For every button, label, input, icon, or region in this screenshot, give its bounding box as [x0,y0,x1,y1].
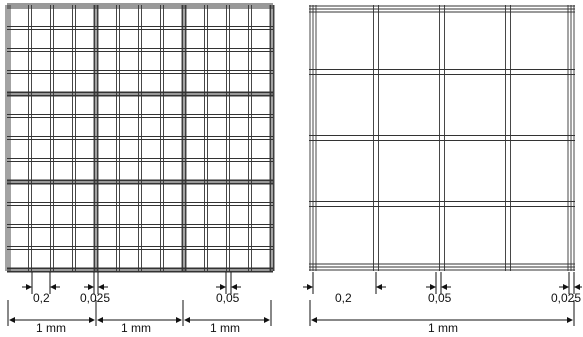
arrow-head [567,317,573,323]
left-label-double-gap: 0,05 [216,291,240,305]
arrow-head [97,317,103,323]
right-label-double-gap: 0,05 [428,291,452,305]
left-label-span-b: 1 mm [121,321,151,335]
right-dimension-markers [303,272,582,326]
left-counting-grid [5,3,275,273]
left-label-span-a: 1 mm [36,321,66,335]
left-label-triple-gap: 0,025 [80,291,110,305]
arrow-head [311,317,317,323]
right-label-triple-gap: 0,025 [551,291,581,305]
left-label-span-c: 1 mm [210,321,240,335]
right-label-span: 1 mm [428,321,458,335]
left-dimension-markers [7,272,272,326]
arrow-head [184,317,190,323]
arrow-head [89,317,95,323]
arrow-head [9,317,15,323]
arrow-head [176,317,182,323]
arrow-head [264,317,270,323]
right-counting-grid [309,5,575,271]
left-label-small-square: 0,2 [33,291,50,305]
right-label-small-square: 0,2 [335,291,352,305]
